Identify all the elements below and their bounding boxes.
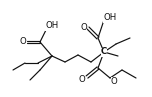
Text: O: O bbox=[81, 23, 87, 32]
Text: O: O bbox=[79, 74, 85, 84]
Text: C: C bbox=[101, 48, 107, 56]
Text: OH: OH bbox=[45, 22, 59, 30]
Text: O: O bbox=[111, 77, 117, 85]
Text: O: O bbox=[20, 38, 26, 46]
Text: OH: OH bbox=[103, 13, 117, 23]
